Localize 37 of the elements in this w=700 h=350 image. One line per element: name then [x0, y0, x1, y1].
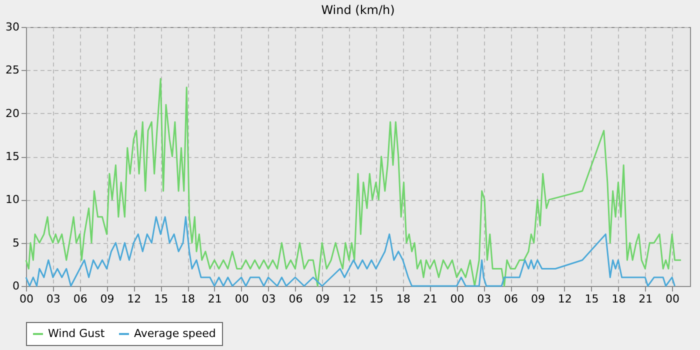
x-tick-label: 00: [234, 292, 249, 306]
x-tick-label: 15: [154, 292, 168, 306]
x-tick-label: 15: [584, 292, 599, 306]
legend-label: Wind Gust: [48, 327, 106, 340]
y-tick-label: 5: [12, 236, 20, 250]
legend-label: Average speed: [134, 327, 216, 340]
x-tick-label: 00: [666, 292, 680, 306]
y-tick-label: 30: [6, 20, 20, 34]
x-tick-label: 03: [477, 292, 492, 306]
x-tick-label: 18: [612, 292, 626, 306]
x-tick-label: 09: [530, 292, 545, 306]
y-tick-label: 25: [6, 64, 20, 77]
x-tick-label: 06: [73, 292, 88, 306]
x-tick-label: 00: [450, 292, 464, 306]
line-series: [25, 78, 682, 287]
x-tick-label: 03: [46, 292, 60, 306]
x-tick-label: 21: [208, 292, 222, 306]
y-tick-label: 20: [6, 106, 20, 120]
x-tick-label: 00: [20, 292, 34, 306]
x-tick-label: 12: [342, 292, 357, 306]
y-tick-label: 0: [12, 280, 20, 292]
y-tick-label: 15: [6, 150, 20, 163]
x-tick-label: 06: [504, 292, 518, 306]
x-tick-label: 09: [316, 292, 330, 306]
x-tick-label: 06: [288, 292, 303, 306]
x-tick-label: 12: [127, 292, 142, 306]
x-tick-label: 03: [262, 292, 276, 306]
x-tick-label: 21: [423, 292, 438, 306]
x-tick-label: 18: [181, 292, 196, 306]
chart-title: Wind (km/h): [321, 3, 395, 17]
x-tick-label: 21: [638, 292, 653, 306]
x-tick-label: 18: [396, 292, 410, 306]
y-tick-label: 10: [6, 193, 20, 206]
line-series: [25, 216, 676, 287]
x-tick-label: 12: [558, 292, 572, 306]
x-tick-label: 09: [100, 292, 114, 306]
x-tick-label: 15: [369, 292, 384, 306]
